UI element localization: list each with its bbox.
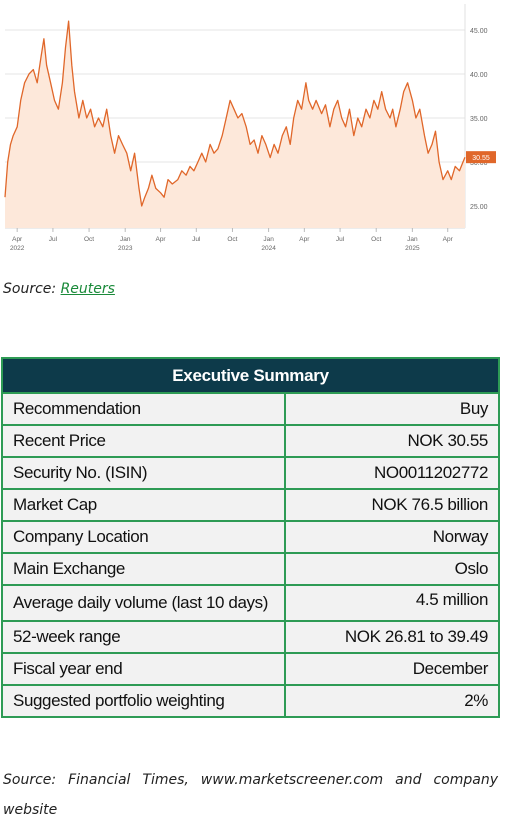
row-value: Buy [284, 392, 500, 426]
row-value: NOK 26.81 to 39.49 [284, 620, 500, 654]
row-label: Company Location [0, 520, 287, 554]
row-label: Recent Price [0, 424, 287, 458]
y-tick-label: 25.00 [470, 204, 488, 211]
table-row: Company Location Norway [0, 520, 500, 554]
row-label: 52-week range [0, 620, 287, 654]
x-tick-label: Jul [49, 236, 58, 243]
chart-source-prefix: Source: [3, 281, 61, 297]
x-tick-label: Jul [336, 236, 345, 243]
x-tick-label: Oct [227, 236, 237, 243]
y-tick-label: 30.00 [470, 160, 488, 167]
row-value: NOK 30.55 [284, 424, 500, 458]
table-row: Recent Price NOK 30.55 [0, 424, 500, 458]
x-tick-label: Apr [443, 236, 454, 243]
y-tick-label: 35.00 [470, 116, 488, 123]
row-label: Main Exchange [0, 552, 287, 586]
row-label: Recommendation [0, 392, 287, 426]
price-line [4, 20, 466, 207]
x-tick-year-label: 2025 [405, 245, 420, 252]
table-row: Security No. (ISIN) NO0011202772 [0, 456, 500, 490]
price-chart: 45.00 40.00 35.00 30.00 25.00 Apr 2022 Jul Oct J… [4, 4, 496, 252]
executive-summary-table: Executive Summary Recommendation Buy Rec… [0, 357, 500, 718]
row-value: NOK 76.5 billion [284, 488, 500, 522]
x-tick-year-label: 2023 [118, 245, 133, 252]
y-tick-label: 40.00 [470, 72, 488, 79]
table-row: Suggested portfolio weighting 2% [0, 684, 500, 718]
last-price-label: 30.55 [472, 155, 490, 162]
chart-source: Source: Reuters [3, 281, 115, 297]
x-tick-label: Apr [12, 236, 23, 243]
x-tick-label: Apr [155, 236, 166, 243]
x-tick-label: Jan [407, 236, 418, 243]
table-row: Fiscal year end December [0, 652, 500, 686]
row-value: NO0011202772 [284, 456, 500, 490]
row-label: Fiscal year end [0, 652, 287, 686]
reuters-link[interactable]: Reuters [60, 281, 115, 297]
last-price-marker: 30.55 [466, 151, 496, 164]
table-title: Executive Summary [1, 357, 500, 394]
x-tick-year-label: 2024 [261, 245, 276, 252]
row-label: Market Cap [0, 488, 287, 522]
row-label: Security No. (ISIN) [0, 456, 287, 490]
row-value: Oslo [284, 552, 500, 586]
table-row: Average daily volume (last 10 days) 4.5 … [0, 584, 500, 622]
table-row: Market Cap NOK 76.5 billion [0, 488, 500, 522]
x-tick-label: Oct [84, 236, 94, 243]
row-value: December [284, 652, 500, 686]
row-value: 2% [284, 684, 500, 718]
row-label: Average daily volume (last 10 days) [0, 584, 287, 622]
table-row: Recommendation Buy [0, 392, 500, 426]
table-row: 52-week range NOK 26.81 to 39.49 [0, 620, 500, 654]
y-tick-label: 45.00 [470, 28, 488, 35]
table-source: Source: Financial Times, www.marketscree… [3, 772, 498, 818]
row-value: Norway [284, 520, 500, 554]
row-label: Suggested portfolio weighting [0, 684, 287, 718]
price-area-fill [5, 21, 465, 229]
y-axis-ticks: 45.00 40.00 35.00 30.00 25.00 [470, 28, 488, 211]
x-tick-label: Oct [371, 236, 381, 243]
x-tick-label: Jul [192, 236, 201, 243]
table-row: Main Exchange Oslo [0, 552, 500, 586]
x-tick-year-label: 2022 [10, 245, 25, 252]
x-tick-label: Jan [263, 236, 274, 243]
x-tick-label: Apr [299, 236, 310, 243]
last-price-box [466, 151, 496, 164]
x-tick-label: Jan [120, 236, 131, 243]
x-axis-ticks: Apr 2022 Jul Oct Jan 2023 Apr Jul Oct Jan 2024 Apr J… [10, 228, 454, 252]
row-value: 4.5 million [284, 584, 500, 622]
